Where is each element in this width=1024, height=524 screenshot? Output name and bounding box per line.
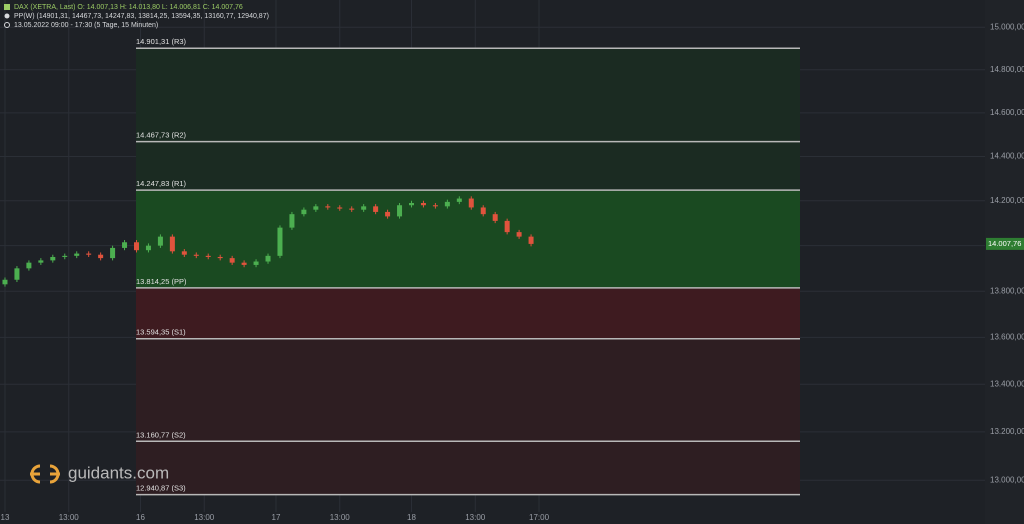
pivot-zone: [136, 287, 800, 339]
candle-body: [492, 214, 498, 221]
candle-body: [181, 251, 187, 255]
header-line: DAX (XETRA, Last) O: 14.007,13 H: 14.013…: [14, 4, 243, 11]
candle-body: [361, 206, 367, 210]
pivot-zone: [136, 441, 800, 495]
candle-body: [420, 202, 426, 206]
candle-body: [14, 268, 20, 280]
x-tick-label: 17: [272, 513, 281, 522]
candle-body: [432, 205, 438, 207]
x-tick-label: 13:00: [59, 513, 80, 522]
x-tick-label: 16: [136, 513, 145, 522]
candle-body: [337, 207, 343, 209]
icon: [4, 22, 10, 28]
candle-body: [110, 247, 116, 259]
x-tick-label: 13:00: [194, 513, 215, 522]
candle-body: [385, 211, 391, 217]
pivot-label: 12.940,87 (S3): [136, 484, 186, 493]
candle-body: [205, 255, 211, 257]
candle-body: [265, 255, 271, 262]
pivot-zone: [136, 190, 800, 288]
icon: [4, 4, 10, 10]
header-line: PP(W) (14901,31, 14467,73, 14247,83, 138…: [14, 13, 269, 20]
candle-body: [122, 242, 128, 248]
candle-body: [157, 236, 163, 246]
candle-body: [528, 236, 534, 244]
last-price-box: [986, 237, 1024, 250]
y-tick-label: 15.000,00: [990, 22, 1024, 31]
y-tick-label: 14.800,00: [990, 65, 1024, 74]
candles: [2, 196, 534, 287]
candle-body: [301, 209, 307, 215]
candle-body: [217, 256, 223, 259]
y-tick-label: 13.600,00: [990, 333, 1024, 342]
x-tick-label: 17:00: [529, 513, 550, 522]
candle-body: [229, 258, 235, 263]
pivot-label: 13.594,35 (S1): [136, 328, 186, 337]
y-tick-label: 14.200,00: [990, 196, 1024, 205]
y-tick-label: 13.400,00: [990, 379, 1024, 388]
pivot-label: 14.901,31 (R3): [136, 37, 187, 46]
pivot-zone: [136, 338, 800, 442]
candle-body: [98, 254, 104, 259]
candle-body: [145, 245, 151, 251]
candle-body: [349, 208, 355, 210]
candle-body: [74, 253, 80, 256]
candle-body: [504, 220, 510, 233]
candle-body: [408, 202, 414, 206]
candle-body: [468, 198, 474, 208]
icon: [4, 13, 10, 19]
candle-body: [373, 206, 379, 212]
pivot-zone: [136, 141, 800, 191]
y-tick-label: 13.000,00: [990, 475, 1024, 484]
candle-body: [277, 227, 283, 256]
pivot-zone: [136, 48, 800, 142]
x-tick-label: 13:00: [330, 513, 351, 522]
header-line: 13.05.2022 09:00 - 17:30 (5 Tage, 15 Min…: [14, 22, 158, 29]
candle-body: [26, 262, 32, 269]
candle-body: [193, 254, 199, 256]
pivot-label: 14.467,73 (R2): [136, 131, 187, 140]
y-tick-label: 14.400,00: [990, 152, 1024, 161]
watermark: guidants.com: [30, 463, 169, 484]
y-tick-label: 13.200,00: [990, 427, 1024, 436]
pivot-zones: [136, 48, 800, 495]
candle-body: [62, 255, 68, 257]
x-tick-label: 13: [1, 513, 10, 522]
candle-body: [253, 261, 259, 265]
watermark-text: guidants.com: [68, 463, 169, 482]
candle-body: [2, 279, 8, 285]
candle-body: [134, 242, 140, 251]
candle-body: [86, 253, 92, 255]
pivot-label: 14.247,83 (R1): [136, 179, 187, 188]
axes: 13.000,00 13.200,00 13.400,00 13.600,00 13.8…: [1, 22, 1024, 522]
pivot-label: 13.160,77 (S2): [136, 430, 186, 439]
candle-body: [289, 214, 295, 228]
y-tick-label: 13.800,00: [990, 286, 1024, 295]
pivot-levels: 14.901,31 (R3) 14.467,73 (R2) 14.247,83 (R…: [136, 37, 800, 496]
candle-body: [480, 207, 486, 215]
logo: [30, 464, 60, 484]
candle-body: [456, 198, 462, 202]
price-axis: [985, 0, 1024, 524]
candle-body: [50, 256, 56, 261]
candle-body: [325, 206, 331, 208]
candle-body: [516, 232, 522, 237]
y-tick-label: 14.600,00: [990, 108, 1024, 117]
candle-body: [38, 260, 44, 263]
x-tick-label: 18: [407, 513, 416, 522]
candle-body: [397, 205, 403, 217]
candle-body: [169, 236, 175, 252]
candle-body: [313, 206, 319, 210]
candle-body: [241, 262, 247, 265]
candle-body: [444, 201, 450, 207]
last-price-label: 14.007,76: [988, 239, 1021, 248]
pivot-label: 13.814,25 (PP): [136, 277, 187, 286]
x-tick-label: 13:00: [465, 513, 486, 522]
